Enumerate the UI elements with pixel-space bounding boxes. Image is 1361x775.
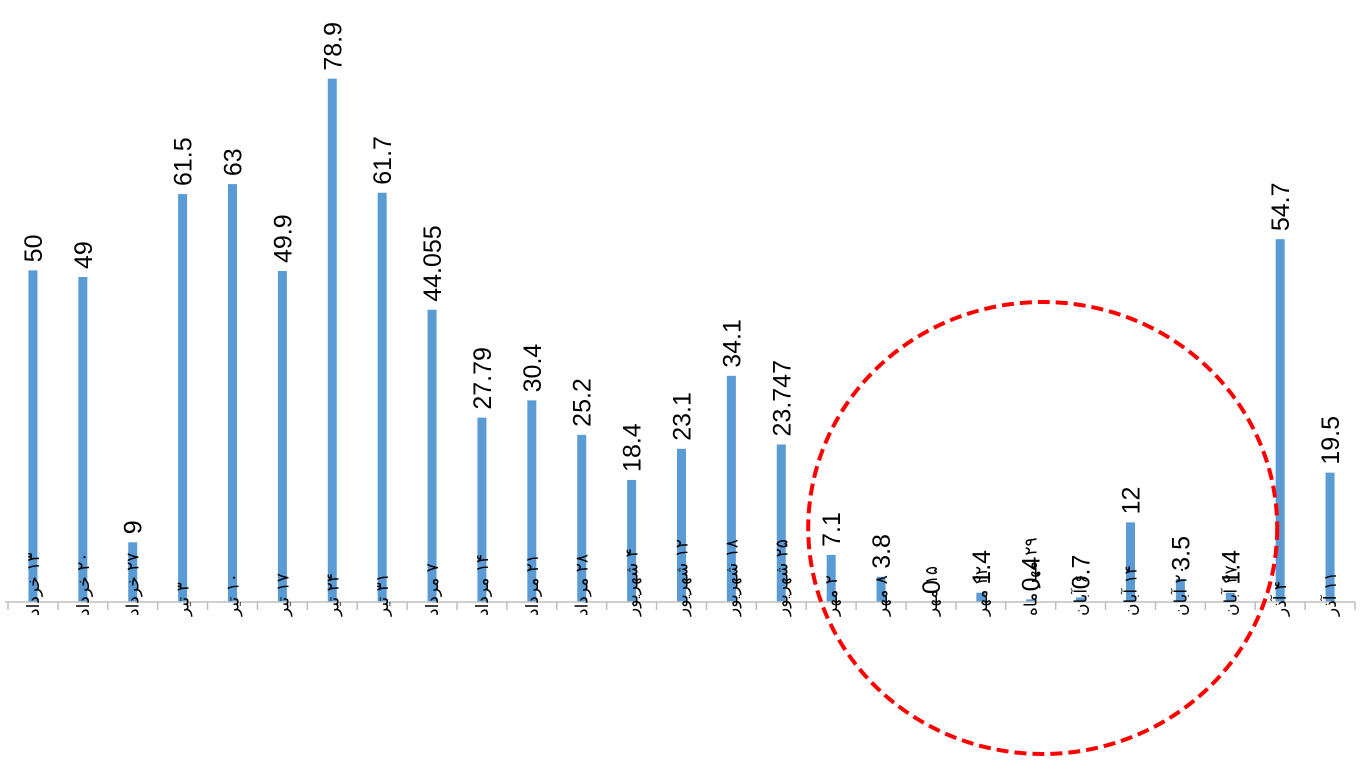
category-label: ۱۳ خرداد	[24, 553, 44, 616]
data-label: 50	[20, 235, 48, 263]
data-label: 1.4	[1217, 550, 1245, 585]
bar	[1175, 578, 1185, 602]
category-label: ۱۸ شهریور	[722, 539, 742, 617]
data-label: 7.1	[818, 512, 846, 547]
data-label: 25.2	[569, 378, 597, 427]
data-label: 63	[220, 148, 248, 176]
data-label: 34.1	[718, 319, 746, 368]
data-label: 49.9	[269, 214, 297, 263]
category-label: ۴ آذر	[1269, 581, 1291, 617]
data-label: 61.5	[170, 137, 198, 186]
bar	[1325, 472, 1335, 602]
category-label: ۲۷ خرداد	[124, 553, 144, 616]
data-label: 3.5	[1167, 536, 1195, 571]
x-axis-ticks	[7, 602, 1356, 610]
category-label: ۷ مرداد	[423, 563, 443, 616]
bar	[277, 270, 287, 602]
category-label: ۲۲ مهر	[972, 566, 992, 617]
data-label: 27.79	[469, 347, 497, 410]
data-label: 9	[120, 520, 148, 534]
bar	[976, 592, 986, 602]
category-label: ۱۴ مرداد	[473, 554, 493, 616]
bar	[228, 184, 237, 602]
category-label: ۱۲ شهریور	[673, 539, 693, 617]
bar	[427, 309, 437, 602]
bar	[826, 554, 836, 602]
category-label: ۲۰ خرداد	[74, 553, 94, 616]
data-label: 23.747	[768, 360, 796, 436]
bar	[577, 434, 587, 602]
bar	[1275, 239, 1285, 602]
bar	[876, 576, 886, 602]
bars-group	[28, 78, 1335, 603]
category-label: ۸ مهر	[872, 575, 892, 617]
bar	[377, 192, 387, 602]
category-label: ۲۱ مرداد	[523, 554, 543, 616]
data-label: 0.7	[1068, 555, 1096, 590]
data-label: 19.5	[1317, 416, 1345, 465]
bar	[776, 444, 786, 602]
bar	[677, 448, 686, 602]
bar	[1076, 597, 1086, 602]
bar	[78, 276, 88, 602]
category-label: ۳ تیر	[174, 582, 194, 617]
bar	[128, 542, 138, 602]
data-label: 44.055	[419, 225, 447, 301]
category-label: ۲۰ آبان	[1169, 565, 1191, 616]
bar	[327, 78, 337, 602]
bar	[1126, 522, 1135, 602]
value-labels-group: 50 49 9 61.5 63 49.9 78.9 61.7 44.055 27.79 30.4 25…	[20, 22, 1345, 594]
bar	[28, 270, 38, 602]
category-label: ۱۱ آذر	[1319, 572, 1341, 617]
category-label: ۴ شهریور	[623, 548, 643, 617]
category-labels-group: ۱۳ خرداد ۲۰ خرداد ۲۷ خرداد ۳ تیر ۱۰ تیر ۱۷ تی…	[24, 537, 1341, 617]
data-label: 1.4	[968, 550, 996, 585]
data-label: 30.4	[519, 344, 547, 393]
category-label: ۱۵ مهر	[922, 566, 942, 617]
data-label: 3.8	[868, 534, 896, 569]
data-label: 0.4	[1018, 556, 1046, 591]
bar	[726, 375, 736, 602]
data-label: 49	[70, 241, 98, 269]
data-label: 0	[918, 580, 946, 594]
category-label: ۱۰ تیر	[224, 573, 244, 617]
data-label: 18.4	[619, 423, 647, 472]
data-label: 23.1	[669, 392, 697, 441]
bar	[527, 400, 537, 602]
category-label: ۲۷ آبان	[1219, 565, 1241, 616]
data-label: 12	[1118, 487, 1146, 515]
category-label: ۲۴ تیر	[323, 573, 343, 617]
bar	[1225, 592, 1235, 602]
category-label: ۲۸ مرداد	[573, 554, 593, 616]
category-label: ۱۷ تیر	[273, 573, 293, 617]
data-label: 78.9	[319, 22, 347, 71]
data-label: 54.7	[1267, 182, 1295, 231]
bar	[627, 479, 637, 602]
category-label: ۲۵ شهریور	[772, 539, 792, 617]
category-label: ۶ آبان	[1070, 574, 1092, 616]
category-label: ۱۴ آبان	[1120, 565, 1142, 616]
bar	[1026, 599, 1036, 602]
bar	[477, 417, 487, 602]
bar	[178, 194, 188, 603]
highlight-ellipse	[806, 300, 1280, 756]
data-label: 61.7	[369, 136, 397, 185]
category-label: ۳۱ تیر	[373, 573, 393, 617]
category-label: ۲ مهر	[822, 575, 842, 617]
category-label: ۲۹ مهر ماه	[1022, 537, 1042, 616]
